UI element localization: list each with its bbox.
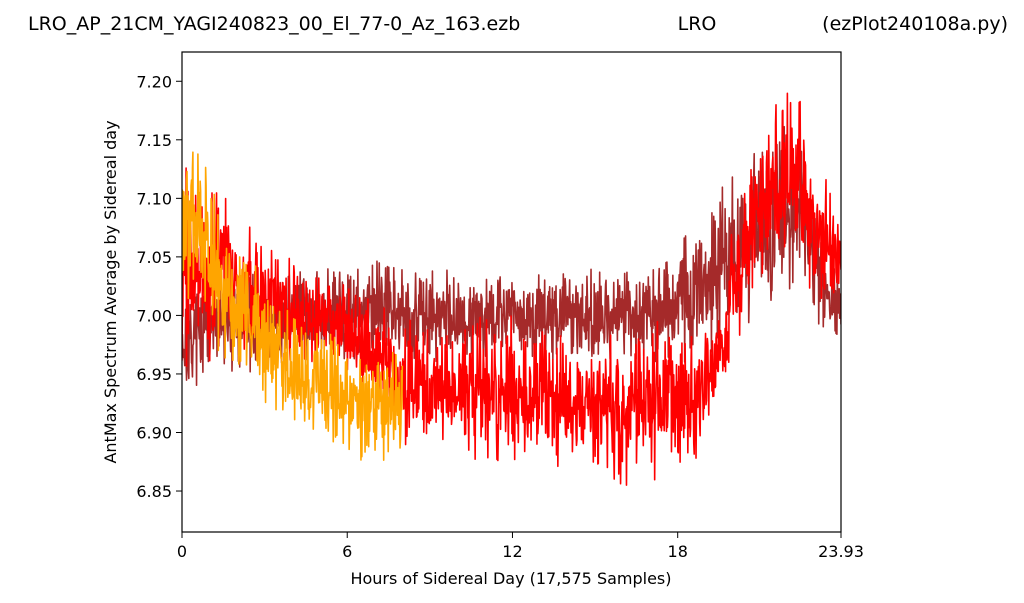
y-tick-label: 6.85 bbox=[136, 482, 172, 501]
x-axis-label: Hours of Sidereal Day (17,575 Samples) bbox=[350, 569, 671, 588]
series-layer bbox=[182, 92, 841, 486]
y-axis: 6.85 6.90 6.95 7.00 7.05 7.10 7.15 7.20 bbox=[136, 72, 182, 501]
chart-title-right: (ezPlot240108a.py) bbox=[822, 13, 1008, 35]
x-axis: 0 6 12 18 23.93 bbox=[177, 532, 864, 561]
y-tick-label: 7.15 bbox=[136, 131, 172, 150]
x-tick-label: 23.93 bbox=[818, 542, 864, 561]
y-tick-label: 6.95 bbox=[136, 365, 172, 384]
plot-frame bbox=[181, 51, 842, 533]
series-line-2 bbox=[182, 92, 841, 486]
y-tick-label: 7.05 bbox=[136, 248, 172, 267]
x-tick-label: 0 bbox=[177, 542, 187, 561]
chart-title-left: LRO_AP_21CM_YAGI240823_00_El_77-0_Az_163… bbox=[28, 13, 520, 35]
chart-title-center: LRO bbox=[678, 13, 717, 35]
y-tick-label: 7.20 bbox=[136, 72, 172, 91]
series-line-3 bbox=[182, 151, 404, 461]
y-tick-label: 7.00 bbox=[136, 306, 172, 325]
y-axis-label: AntMax Spectrum Average by Sidereal day bbox=[101, 120, 120, 463]
y-tick-label: 7.10 bbox=[136, 189, 172, 208]
y-tick-label: 6.90 bbox=[136, 423, 172, 442]
x-tick-label: 18 bbox=[668, 542, 688, 561]
x-tick-label: 6 bbox=[342, 542, 352, 561]
x-tick-label: 12 bbox=[502, 542, 522, 561]
